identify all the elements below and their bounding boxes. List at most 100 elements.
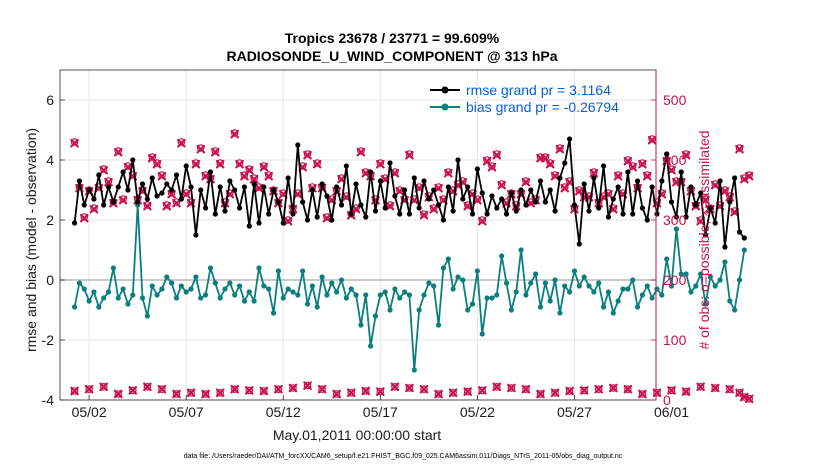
rmse-point <box>707 205 713 211</box>
obs-possible-point <box>323 213 331 221</box>
obs-assimilated-point <box>104 177 113 187</box>
obs-possible-point <box>522 177 530 185</box>
bias-point <box>547 298 553 304</box>
obs-low-assimilated-point <box>623 384 633 394</box>
obs-possible-point <box>226 189 234 197</box>
rmse-point <box>508 190 514 196</box>
obs-low-possible-point <box>682 387 690 396</box>
rmse-point <box>634 178 641 184</box>
rmse-point <box>91 196 97 202</box>
obs-low-assimilated-point <box>172 389 181 399</box>
bias-point <box>552 277 558 283</box>
rmse-point <box>537 178 544 184</box>
rmse-point <box>489 193 495 199</box>
rmse-point <box>125 187 131 193</box>
obs-possible-point <box>284 216 292 224</box>
rmse-point <box>71 220 78 226</box>
bias-point <box>712 283 718 289</box>
rmse-point <box>290 211 296 217</box>
bias-point <box>634 304 641 310</box>
obs-low-possible-point <box>624 385 632 394</box>
obs-low-possible-point <box>216 388 224 397</box>
rmse-point <box>465 184 471 190</box>
obs-possible-point <box>560 183 569 191</box>
bias-point <box>508 307 514 313</box>
bias-point <box>533 271 539 277</box>
obs-possible-point <box>109 198 118 206</box>
rmse-point <box>207 169 214 175</box>
obs-low-possible-point <box>565 387 574 395</box>
bias-point <box>198 295 204 301</box>
obs-low-assimilated-point <box>288 383 298 393</box>
obs-assimilated-point <box>264 171 273 181</box>
rmse-point <box>232 187 238 193</box>
rmse-point <box>135 199 141 205</box>
bias-point <box>353 292 359 298</box>
obs-assimilated-point <box>419 210 429 220</box>
rmse-point <box>659 178 665 184</box>
obs-low-assimilated-point <box>390 382 400 392</box>
obs-low-possible-point <box>172 390 181 398</box>
obs-low-possible-point <box>260 387 268 395</box>
obs-low-possible-point <box>318 385 326 394</box>
bias-point <box>741 247 747 253</box>
obs-possible-point <box>192 159 200 167</box>
obs-assimilated-point <box>167 189 176 199</box>
rmse-point <box>596 205 602 211</box>
y-axis-right-label: # of obs: o=possible; ×=assimilated <box>696 130 712 349</box>
y-tick-label: -4 <box>42 392 55 408</box>
obs-assimilated-point <box>123 162 133 172</box>
obs-low-possible-point <box>187 388 195 397</box>
rmse-point <box>261 184 267 190</box>
rmse-point <box>668 199 675 205</box>
rmse-point <box>159 190 165 196</box>
obs-possible-point <box>483 156 491 164</box>
rmse-point <box>576 241 582 247</box>
bias-point <box>426 280 432 286</box>
obs-low-assimilated-point <box>477 386 487 395</box>
obs-possible-point <box>196 144 205 152</box>
obs-possible-point <box>429 204 438 212</box>
obs-assimilated-point <box>177 138 186 148</box>
obs-assimilated-point <box>647 135 657 145</box>
rmse-point <box>377 178 383 184</box>
bias-point <box>605 289 612 295</box>
obs-possible-point <box>148 153 157 161</box>
bias-point <box>518 247 524 253</box>
obs-possible-point <box>216 159 224 167</box>
obs-low-assimilated-point <box>608 383 618 393</box>
rmse-point <box>300 199 306 205</box>
bias-point <box>91 289 97 295</box>
obs-low-assimilated-point <box>463 387 472 396</box>
bias-point <box>455 274 461 280</box>
obs-assimilated-point <box>477 216 487 226</box>
rmse-point <box>455 157 461 163</box>
bias-point <box>377 292 383 298</box>
obs-assimilated-point <box>113 147 123 157</box>
rmse-point <box>567 136 573 142</box>
bias-point <box>372 313 379 319</box>
rmse-point <box>144 196 150 202</box>
bias-point <box>173 295 180 301</box>
obs-assimilated-point <box>740 174 749 184</box>
obs-assimilated-point <box>545 159 555 169</box>
bias-point <box>610 310 616 316</box>
rmse-point <box>275 199 282 205</box>
rmse-point <box>678 169 684 175</box>
bias-point <box>649 295 655 301</box>
obs-assimilated-point <box>99 165 108 175</box>
rmse-point <box>241 184 248 190</box>
rmse-point <box>101 202 107 208</box>
bias-point <box>368 343 374 349</box>
bias-point <box>207 265 214 271</box>
rmse-point <box>503 211 510 217</box>
obs-possible-point <box>604 189 613 197</box>
obs-low-possible-point <box>594 385 603 394</box>
rmse-point <box>474 166 480 172</box>
rmse-point <box>338 202 345 208</box>
bias-point <box>382 289 388 295</box>
footer-file-path: data file: /Users/raeder/DAI/ATM_forcXX/… <box>184 453 623 460</box>
obs-low-assimilated-point <box>652 388 662 398</box>
obs-possible-point <box>119 195 127 203</box>
obs-assimilated-point <box>550 171 560 181</box>
